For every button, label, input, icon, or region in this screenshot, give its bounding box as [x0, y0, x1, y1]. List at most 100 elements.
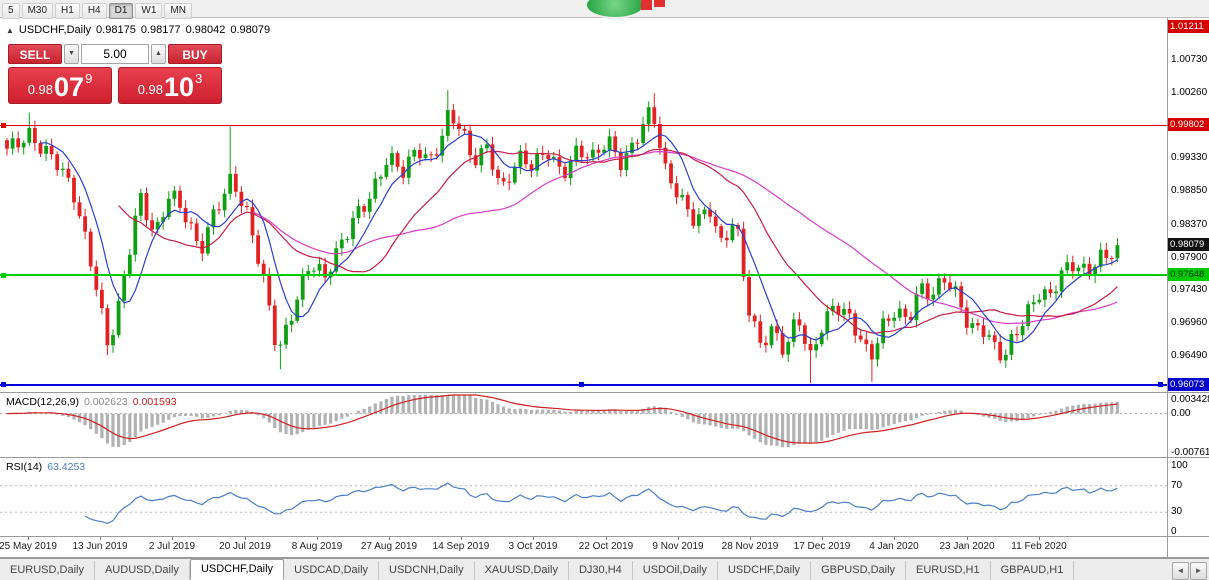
volume-stepper-up[interactable]: ▲	[151, 44, 166, 64]
macd-main-value: 0.002623	[83, 396, 128, 408]
rsi-axis-label: 70	[1171, 480, 1183, 491]
chart-title: ▲ USDCHF,Daily 0.98175 0.98177 0.98042 0.9807…	[6, 24, 275, 36]
date-tick	[750, 537, 751, 540]
level-handle-right[interactable]	[1158, 382, 1163, 387]
price-axis-label: 0.97900	[1171, 252, 1208, 263]
date-axis-label: 14 Sep 2019	[432, 541, 490, 552]
buy-price-big: 10	[164, 72, 195, 103]
chart-tab-eurusd-h1[interactable]: EURUSD,H1	[906, 561, 991, 580]
tab-scroll-right-icon[interactable]: ►	[1190, 562, 1207, 580]
chart-tab-usdchf-daily[interactable]: USDCHF,Daily	[717, 561, 812, 580]
date-tick	[389, 537, 390, 540]
date-tick	[172, 537, 173, 540]
date-axis-label: 23 Jan 2020	[939, 541, 995, 552]
date-axis-label: 9 Nov 2019	[652, 541, 704, 552]
sell-price-display[interactable]: 0.98 07 9	[8, 67, 112, 104]
ohlc-open: 0.98175	[96, 24, 136, 36]
price-axis-badge: 0.99802	[1168, 118, 1209, 131]
chart-tab-usdcnh-daily[interactable]: USDCNH,Daily	[379, 561, 475, 580]
price-axis-badge: 0.98079	[1168, 238, 1209, 251]
level-handle-center[interactable]	[579, 382, 584, 387]
rsi-indicator-canvas[interactable]	[0, 458, 1167, 536]
price-axis-label: 0.97430	[1171, 284, 1208, 295]
horizontal-level-line-0.99802[interactable]	[0, 125, 1167, 126]
macd-signal-value: 0.001593	[132, 396, 177, 408]
date-tick	[461, 537, 462, 540]
date-strip-bottom-border	[0, 557, 1209, 558]
chart-tab-xauusd-daily[interactable]: XAUUSD,Daily	[474, 561, 569, 580]
price-axis-label: 0.96960	[1171, 317, 1208, 328]
timeframe-button-h1[interactable]: H1	[55, 3, 80, 19]
rsi-axis-label: 100	[1171, 460, 1188, 471]
price-axis-label: 1.00730	[1171, 54, 1208, 65]
pane-separator-price-macd[interactable]	[0, 392, 1209, 393]
price-axis-label: 0.99330	[1171, 152, 1208, 163]
level-handle-left[interactable]	[1, 382, 6, 387]
timeframe-button-h4[interactable]: H4	[81, 3, 107, 19]
trade-prices-row: 0.98 07 9 0.98 10 3	[8, 67, 232, 104]
chevron-down-icon: ▼	[68, 50, 75, 57]
macd-axis-label: 0.003428	[1171, 394, 1209, 405]
price-axis-badge: 0.96073	[1168, 378, 1209, 391]
macd-indicator-canvas[interactable]	[0, 393, 1167, 457]
volume-input[interactable]	[81, 44, 149, 64]
ohlc-close: 0.98079	[230, 24, 271, 36]
macd-label: MACD(12,26,9) 0.002623 0.001593	[6, 396, 182, 408]
date-tick	[822, 537, 823, 540]
date-axis-label: 17 Dec 2019	[793, 541, 851, 552]
price-axis-separator	[1167, 18, 1168, 557]
tab-scroll-left-icon[interactable]: ◄	[1172, 562, 1189, 580]
timeframe-button-w1[interactable]: W1	[135, 3, 163, 19]
date-axis-label: 13 Jun 2019	[72, 541, 128, 552]
date-tick	[1039, 537, 1040, 540]
overlay-red-badge	[641, 0, 652, 10]
timeframe-button-m30[interactable]: M30	[21, 3, 54, 19]
date-tick	[894, 537, 895, 540]
chart-tab-dj30-h4[interactable]: DJ30,H4	[568, 561, 633, 580]
chart-tab-audusd-daily[interactable]: AUDUSD,Daily	[94, 561, 190, 580]
date-tick	[967, 537, 968, 540]
chart-tab-bar: EURUSD,Daily AUDUSD,Daily USDCHF,Daily USDC…	[0, 558, 1209, 580]
chart-tab-usdcad-daily[interactable]: USDCAD,Daily	[284, 561, 380, 580]
sell-price-prefix: 0.98	[27, 82, 54, 97]
price-axis-badge: 0.97648	[1168, 268, 1209, 281]
trade-settings-dropdown[interactable]: ▼	[64, 44, 79, 64]
timeframe-button-d1[interactable]: D1	[108, 3, 134, 19]
level-handle-left[interactable]	[1, 123, 6, 128]
trade-controls-row: SELL ▼ ▲ BUY	[8, 44, 232, 64]
sell-price-pip: 9	[85, 71, 93, 86]
ohlc-high: 0.98177	[140, 24, 181, 36]
macd-axis-label: -0.007615	[1171, 447, 1209, 458]
buy-price-display[interactable]: 0.98 10 3	[118, 67, 222, 104]
timeframe-button-mn[interactable]: MN	[164, 3, 192, 19]
chart-tab-usdoil-daily[interactable]: USDOil,Daily	[632, 561, 718, 580]
date-axis-label: 20 Jul 2019	[219, 541, 271, 552]
date-tick	[317, 537, 318, 540]
date-axis-label: 3 Oct 2019	[508, 541, 558, 552]
price-chart-canvas[interactable]	[0, 18, 1167, 392]
pane-separator-macd-rsi[interactable]	[0, 457, 1209, 458]
date-axis-label: 28 Nov 2019	[721, 541, 779, 552]
chart-tab-usdchf-daily[interactable]: USDCHF,Daily	[189, 559, 285, 580]
chart-tab-gbpaud-h1[interactable]: GBPAUD,H1	[990, 561, 1075, 580]
date-tick	[245, 537, 246, 540]
ohlc-low: 0.98042	[185, 24, 226, 36]
chart-tab-gbpusd-daily[interactable]: GBPUSD,Daily	[811, 561, 907, 580]
chart-tab-eurusd-daily[interactable]: EURUSD,Daily	[0, 561, 95, 580]
date-tick	[28, 537, 29, 540]
date-axis-label: 8 Aug 2019	[291, 541, 343, 552]
date-tick	[100, 537, 101, 540]
horizontal-level-line-0.97648[interactable]	[0, 274, 1167, 276]
price-axis-label: 0.98370	[1171, 219, 1208, 230]
price-axis-label: 0.98850	[1171, 185, 1208, 196]
date-tick	[533, 537, 534, 540]
buy-button[interactable]: BUY	[168, 44, 222, 64]
price-axis-label: 0.96490	[1171, 350, 1208, 361]
level-handle-left[interactable]	[1, 273, 6, 278]
date-axis-label: 27 Aug 2019	[360, 541, 418, 552]
timeframe-button-5[interactable]: 5	[2, 3, 20, 19]
price-axis-badge: 1.01211	[1168, 20, 1209, 33]
sell-button[interactable]: SELL	[8, 44, 62, 64]
